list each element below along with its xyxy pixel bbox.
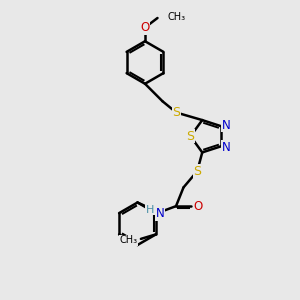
- Text: O: O: [194, 200, 203, 213]
- Text: S: S: [193, 165, 201, 178]
- Text: CH₃: CH₃: [167, 12, 185, 22]
- Text: S: S: [172, 106, 180, 119]
- Text: N: N: [222, 141, 231, 154]
- Text: O: O: [140, 21, 150, 34]
- Text: H: H: [146, 205, 154, 215]
- Text: CH₃: CH₃: [119, 235, 137, 245]
- Text: S: S: [187, 130, 194, 143]
- Text: N: N: [221, 118, 230, 131]
- Text: N: N: [156, 207, 165, 220]
